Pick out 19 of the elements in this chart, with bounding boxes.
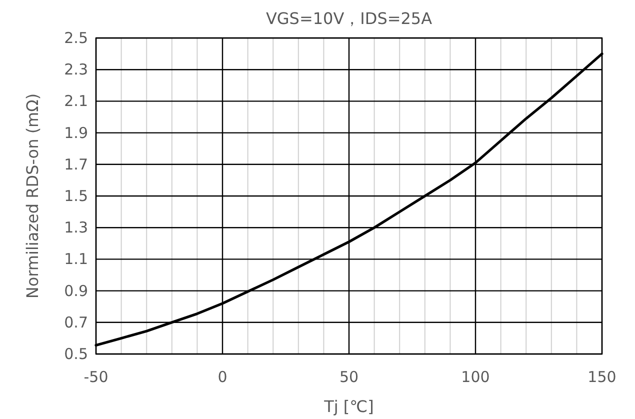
y-tick-label: 0.5 (64, 345, 88, 363)
y-tick-label: 1.1 (64, 250, 88, 268)
x-tick-label: 100 (461, 368, 490, 386)
y-tick-label: 1.7 (64, 155, 88, 174)
y-tick-label: 0.9 (64, 282, 88, 300)
chart-title: VGS=10V，IDS=25A (266, 9, 432, 28)
y-tick-label: 0.7 (64, 313, 88, 332)
x-axis-title: Tj [℃] (323, 397, 374, 416)
x-tick-label: -50 (84, 368, 108, 386)
y-tick-label: 2.1 (64, 92, 88, 110)
y-tick-label: 1.3 (64, 218, 88, 237)
x-tick-label: 50 (339, 368, 359, 386)
y-tick-label: 1.9 (64, 124, 88, 142)
y-tick-label: 1.5 (64, 187, 88, 205)
y-axis-title: Normiliazed RDS-on (mΩ) (23, 93, 42, 299)
x-tick-label: 0 (218, 368, 228, 386)
y-tick-label: 2.5 (64, 29, 88, 47)
y-tick-label: 2.3 (64, 60, 88, 79)
x-tick-label: 150 (588, 368, 616, 386)
